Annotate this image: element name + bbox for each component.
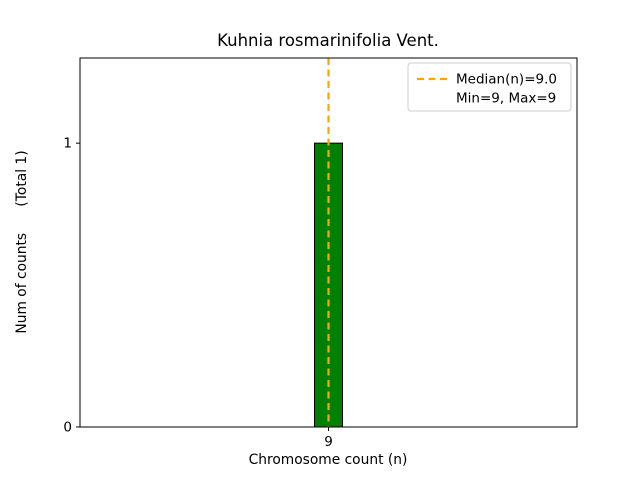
chart-title: Kuhnia rosmarinifolia Vent. <box>217 31 439 50</box>
y-axis-ticks: 01 <box>63 136 80 436</box>
y-tick-label: 1 <box>63 136 72 152</box>
legend: Median(n)=9.0 Min=9, Max=9 <box>407 62 572 112</box>
y-tick-label: 0 <box>63 420 72 436</box>
legend-entry-minmax: Min=9, Max=9 <box>456 91 556 107</box>
x-axis-ticks: 9 <box>324 427 333 450</box>
x-axis-label: Chromosome count (n) <box>249 452 408 468</box>
legend-box <box>407 62 572 112</box>
x-tick-label: 9 <box>324 434 333 450</box>
legend-entry-median: Median(n)=9.0 <box>456 72 557 88</box>
y-axis-label: Num of counts (Total 1) <box>14 150 30 333</box>
